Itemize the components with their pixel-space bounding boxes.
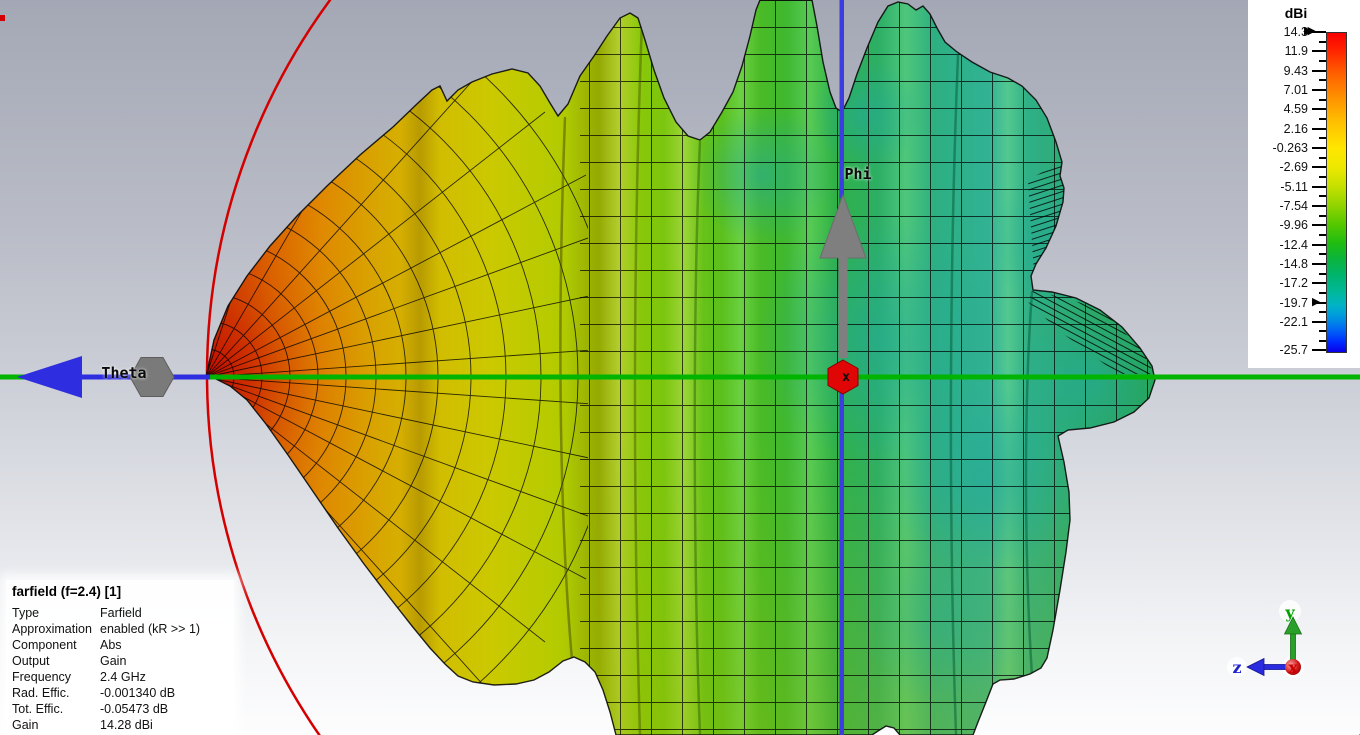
legend-tick-label: 11.9 bbox=[1284, 44, 1308, 59]
legend-tick bbox=[1312, 321, 1326, 323]
legend-tick bbox=[1312, 301, 1326, 304]
legend-tick-label: 9.43 bbox=[1283, 63, 1308, 78]
triad-x-ball bbox=[1285, 659, 1301, 675]
phi-axis: Phi bbox=[819, 0, 872, 735]
legend-tick bbox=[1312, 263, 1326, 265]
legend-tick-label: -7.54 bbox=[1279, 199, 1309, 213]
legend-minor-tick bbox=[1319, 137, 1326, 140]
info-row-rad-effic: Rad. Effic. -0.001340 dB bbox=[12, 686, 176, 700]
legend-tick-label: -25.7 bbox=[1279, 343, 1309, 357]
farfield-info-panel: farfield (f=2.4) [1] Type Farfield Appro… bbox=[6, 580, 234, 735]
phi-axis-stem bbox=[838, 256, 848, 358]
legend-tick bbox=[1312, 205, 1326, 207]
z-axis-line bbox=[0, 374, 1360, 380]
phi-axis-label: Phi bbox=[844, 165, 871, 183]
triad-z-label: z bbox=[1232, 658, 1241, 677]
info-row-gain: Gain 14.28 dBi bbox=[12, 718, 153, 732]
triad-x-label: x bbox=[1288, 658, 1298, 677]
info-row-output: Output Gain bbox=[12, 654, 127, 668]
legend-tick bbox=[1312, 108, 1326, 111]
legend-tick-label: 14.3 bbox=[1283, 25, 1308, 39]
info-row-tot-effic: Tot. Effic. -0.05473 dB bbox=[12, 702, 169, 716]
legend-minor-tick bbox=[1319, 214, 1326, 217]
legend-minor-tick bbox=[1319, 98, 1326, 101]
legend-tick bbox=[1312, 147, 1326, 149]
vertical-axis-line-top bbox=[839, 0, 844, 198]
legend-tick bbox=[1312, 243, 1326, 246]
legend-minor-tick bbox=[1319, 195, 1326, 198]
theta-axis-handle[interactable] bbox=[129, 357, 175, 397]
color-scale-bar bbox=[1326, 32, 1347, 353]
legend-tick-label: -14.8 bbox=[1279, 257, 1309, 271]
legend-title: dBi bbox=[1284, 5, 1308, 21]
legend-tick-label: -2.69 bbox=[1279, 160, 1309, 175]
legend-tick bbox=[1312, 224, 1326, 227]
vertical-axis-line-bottom bbox=[839, 390, 844, 735]
legend-minor-tick bbox=[1319, 234, 1326, 236]
origin-marker[interactable]: x bbox=[827, 359, 859, 395]
legend-tick-label: -19.7 bbox=[1279, 295, 1309, 310]
legend-tick bbox=[1312, 31, 1326, 33]
info-row-frequency: Frequency 2.4 GHz bbox=[12, 670, 146, 684]
coordinate-triad: y z x bbox=[1227, 600, 1304, 678]
legend-tick bbox=[1312, 89, 1326, 91]
theta-axis-label: Theta bbox=[101, 364, 146, 382]
color-scale-legend: dBi 14.3 11.9 9.43 7.01 4.59 2.16 -0.263… bbox=[1248, 0, 1360, 368]
legend-tick-label: 2.16 bbox=[1283, 121, 1308, 136]
legend-minor-tick bbox=[1319, 40, 1326, 43]
triad-y-label: y bbox=[1284, 603, 1295, 622]
legend-minor-tick bbox=[1319, 118, 1326, 120]
info-row-component: Component Abs bbox=[12, 638, 122, 652]
legend-tick bbox=[1312, 50, 1326, 53]
legend-minor-tick bbox=[1319, 339, 1326, 342]
legend-tick-label: 4.59 bbox=[1283, 102, 1308, 117]
legend-minor-tick bbox=[1319, 330, 1326, 333]
theta-axis-arrow bbox=[17, 356, 82, 398]
legend-minor-tick bbox=[1319, 272, 1326, 275]
farfield-info-title: farfield (f=2.4) [1] bbox=[12, 584, 122, 599]
legend-tick-label: -5.11 bbox=[1280, 179, 1308, 194]
info-row-approximation: Approximation enabled (kR >> 1) bbox=[12, 622, 201, 636]
legend-minor-tick bbox=[1319, 176, 1326, 178]
legend-minor-tick bbox=[1319, 79, 1326, 82]
legend-max-marker[interactable]: ▶▶ bbox=[1304, 25, 1316, 37]
origin-marker-label: x bbox=[842, 370, 850, 385]
legend-tick-label: -22.1 bbox=[1279, 315, 1309, 329]
legend-minor-tick bbox=[1319, 156, 1326, 159]
legend-tick bbox=[1312, 349, 1326, 351]
legend-minor-tick bbox=[1319, 60, 1326, 62]
legend-minor-tick bbox=[1319, 292, 1326, 294]
theta-axis: Theta bbox=[17, 356, 210, 398]
legend-tick bbox=[1312, 185, 1326, 188]
legend-tick-label: -9.96 bbox=[1279, 218, 1309, 233]
legend-tick bbox=[1312, 127, 1326, 130]
legend-minor-tick bbox=[1319, 253, 1326, 256]
edge-hatch-sidelobe bbox=[1028, 290, 1154, 374]
legend-tick bbox=[1312, 282, 1326, 285]
legend-secondary-marker[interactable]: ▶ bbox=[1312, 296, 1321, 308]
left-edge-red-tick bbox=[0, 15, 5, 21]
legend-tick bbox=[1312, 69, 1326, 72]
legend-tick-label: -12.4 bbox=[1279, 237, 1309, 252]
legend-minor-tick bbox=[1319, 311, 1326, 314]
info-row-type: Type Farfield bbox=[12, 606, 142, 620]
legend-tick-label: -17.2 bbox=[1279, 276, 1309, 291]
legend-tick-label: 7.01 bbox=[1283, 83, 1308, 97]
legend-tick-label: -0.263 bbox=[1272, 141, 1308, 155]
legend-tick bbox=[1312, 166, 1326, 169]
